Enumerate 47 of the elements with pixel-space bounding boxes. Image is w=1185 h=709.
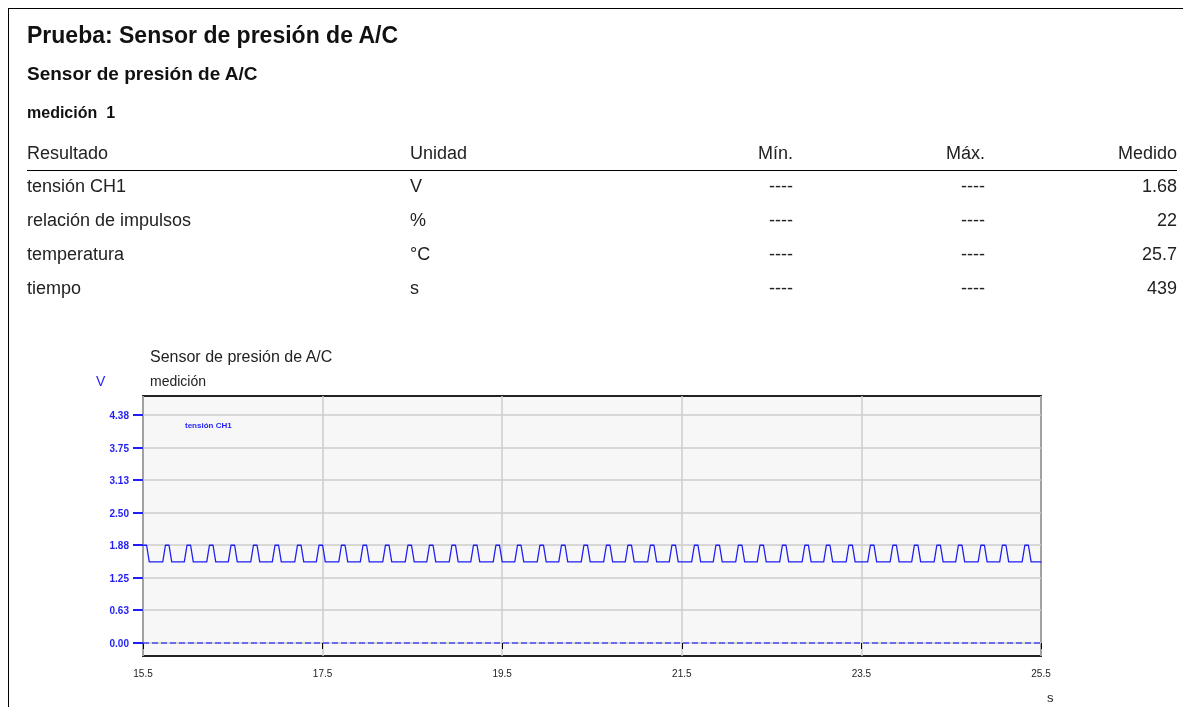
x-tick-label: 23.5 — [851, 667, 872, 679]
text: V — [410, 176, 423, 197]
text: ---- — [961, 210, 985, 231]
text: 439 — [1146, 278, 1177, 299]
y-tick-label: 2.50 — [109, 507, 130, 519]
text: ---- — [769, 278, 793, 299]
y-tick-label: 4.38 — [109, 409, 130, 421]
text: tensión CH1 — [185, 420, 233, 430]
x-axis-title: s — [1047, 690, 1054, 705]
x-tick-label: 17.5 — [312, 667, 333, 679]
text: medición 1 — [27, 104, 116, 122]
text: 1.68 — [1141, 176, 1177, 197]
y-tick-label: 3.75 — [109, 442, 130, 454]
text: Prueba: Sensor de presión de A/C — [27, 22, 399, 49]
x-tick-label: 21.5 — [672, 667, 692, 679]
text: % — [410, 210, 427, 231]
text: 22 — [1156, 210, 1177, 231]
y-tick-label: 0.63 — [109, 604, 130, 616]
text: °C — [410, 244, 431, 265]
text: temperatura — [27, 244, 125, 265]
text: tensión CH1 — [27, 176, 127, 197]
text: Máx. — [945, 143, 985, 164]
text: ---- — [769, 210, 793, 231]
y-tick-label: 1.25 — [109, 572, 130, 584]
text: s — [410, 278, 419, 299]
chart-title: Sensor de presión de A/C — [150, 347, 333, 365]
text: ---- — [961, 176, 985, 197]
x-tick-label: 25.5 — [1031, 667, 1052, 679]
text: ---- — [769, 176, 793, 197]
text: ---- — [961, 278, 985, 299]
y-tick-label: 1.88 — [109, 539, 130, 551]
text: Sensor de presión de A/C — [27, 63, 258, 85]
x-tick-label: 15.5 — [133, 667, 154, 679]
text: tiempo — [27, 278, 82, 299]
y-tick-label: 0.00 — [109, 637, 130, 649]
text: Medido — [1117, 143, 1177, 164]
x-tick-label: 19.5 — [492, 667, 513, 679]
text: ---- — [961, 244, 985, 265]
text: Resultado — [27, 143, 109, 164]
y-tick-label: 3.13 — [109, 474, 130, 486]
chart-subtitle: medición — [150, 373, 207, 389]
y-axis-title: V — [96, 373, 106, 389]
text: 25.7 — [1141, 244, 1177, 265]
text: Mín. — [757, 143, 793, 164]
text: Unidad — [410, 143, 468, 164]
text: relación de impulsos — [27, 210, 192, 231]
text: ---- — [769, 244, 793, 265]
